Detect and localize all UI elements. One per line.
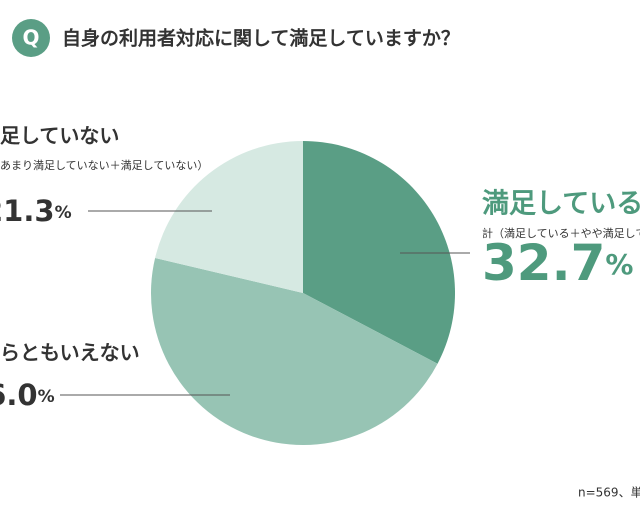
- value-number: 32.7: [482, 234, 605, 292]
- value-unit: %: [55, 203, 72, 223]
- value-unit: %: [605, 248, 633, 281]
- chart-title: 自身の利用者対応に関して満足していますか？: [62, 27, 460, 50]
- pie-slice: [303, 141, 455, 364]
- value-label: 21.3%: [0, 194, 72, 228]
- value-label: 32.7%: [482, 234, 633, 292]
- badge: Q: [22, 26, 39, 50]
- pie-slice: [155, 141, 303, 293]
- slice-label: 満足していない: [0, 124, 119, 148]
- slice-label: 満足している: [482, 189, 640, 220]
- value-number: 46.0: [0, 378, 38, 412]
- note: n=569、単位：％: [578, 485, 640, 500]
- slice-label: どちらともいえない: [0, 341, 140, 365]
- badge-circle: [12, 19, 50, 57]
- value-unit: %: [38, 387, 55, 407]
- value-label: 46.0%: [0, 378, 55, 412]
- pie-slice: [150, 257, 438, 445]
- value-number: 21.3: [0, 194, 55, 228]
- slice-sublabel: 計（あまり満足していない＋満足していない）: [0, 158, 208, 172]
- slice-sublabel: 計（満足している＋やや満足している）: [482, 226, 640, 240]
